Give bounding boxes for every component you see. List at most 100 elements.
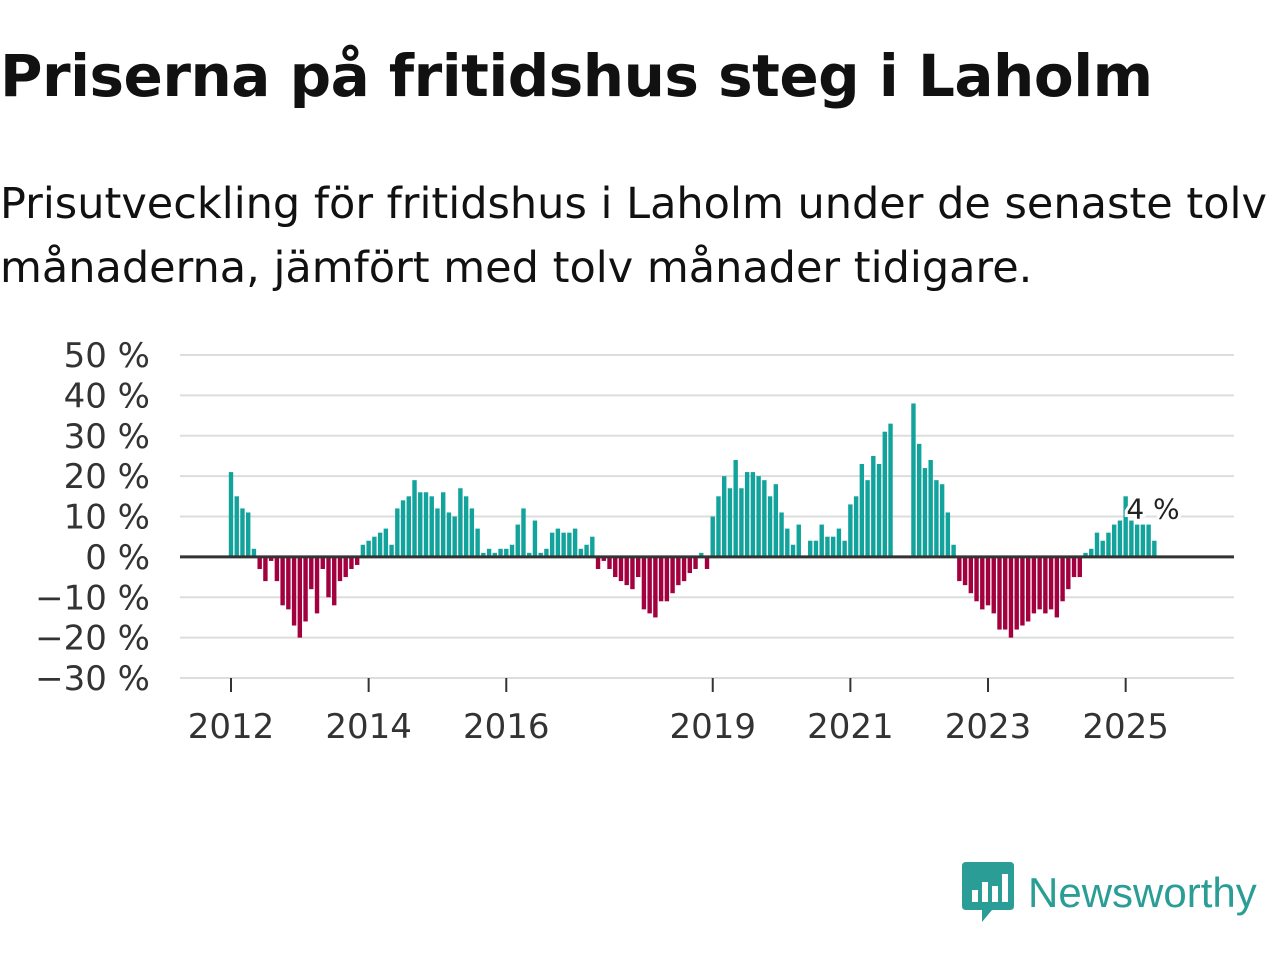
bar xyxy=(1134,524,1140,557)
bar xyxy=(681,556,687,582)
bar xyxy=(372,536,377,557)
bar xyxy=(475,528,480,557)
y-tick-label: 30 % xyxy=(64,417,150,457)
annotation: 4 % xyxy=(1123,490,1182,529)
bar xyxy=(469,508,475,557)
bar xyxy=(922,468,928,557)
gridlines xyxy=(180,354,1234,679)
bar xyxy=(882,431,887,557)
bar xyxy=(928,459,933,557)
bar xyxy=(670,556,675,594)
bar xyxy=(1089,548,1094,557)
bar xyxy=(418,492,423,557)
bar xyxy=(412,480,417,557)
bar xyxy=(710,516,715,557)
bar xyxy=(314,556,320,614)
bar xyxy=(693,556,698,569)
bar xyxy=(871,455,876,557)
chart-title: Priserna på fritidshus steg i Laholm xyxy=(0,42,1153,110)
bar xyxy=(848,504,853,557)
bar xyxy=(722,476,727,557)
y-tick-label: −20 % xyxy=(35,619,150,659)
bar xyxy=(744,472,750,557)
bar xyxy=(572,528,578,557)
bar xyxy=(280,556,285,606)
bar xyxy=(1003,556,1008,630)
y-tick-label: −10 % xyxy=(35,578,150,618)
bar xyxy=(750,472,756,557)
annotation-label: 4 % xyxy=(1126,493,1179,526)
bar xyxy=(819,524,824,557)
bar xyxy=(980,556,985,610)
bar xyxy=(423,492,429,557)
bar xyxy=(246,512,251,557)
bar xyxy=(1008,556,1014,638)
bar xyxy=(452,516,457,557)
bar xyxy=(825,536,830,557)
bar xyxy=(544,548,549,557)
bar xyxy=(1071,556,1077,578)
bar xyxy=(234,496,239,557)
newsworthy-logo-icon xyxy=(962,862,1014,922)
y-tick-label: 20 % xyxy=(64,457,150,497)
bar xyxy=(584,544,589,557)
bar xyxy=(1146,524,1151,557)
bar xyxy=(785,528,790,557)
bar xyxy=(395,508,400,557)
x-tick-label: 2019 xyxy=(669,707,756,747)
bars xyxy=(228,403,1157,638)
x-tick-label: 2021 xyxy=(807,707,894,747)
bar xyxy=(532,520,538,557)
bar xyxy=(1031,556,1037,614)
bar xyxy=(911,403,916,557)
bar xyxy=(268,556,274,561)
bar xyxy=(767,496,773,557)
bar xyxy=(664,556,670,602)
bar xyxy=(303,556,308,622)
bar xyxy=(997,556,1002,630)
bar xyxy=(1077,556,1082,578)
y-tick-label: 40 % xyxy=(64,376,150,416)
bar xyxy=(446,512,452,557)
bar xyxy=(286,556,291,610)
bar xyxy=(435,508,440,557)
bar xyxy=(676,556,681,586)
bar xyxy=(377,532,383,557)
bar xyxy=(257,556,262,569)
bar xyxy=(389,544,394,557)
bar xyxy=(613,556,618,578)
x-tick-label: 2012 xyxy=(188,707,275,747)
bar xyxy=(974,556,979,602)
bar xyxy=(567,532,572,557)
bar xyxy=(360,544,366,557)
bar xyxy=(1054,556,1060,618)
bar xyxy=(779,512,784,557)
bar xyxy=(309,556,314,590)
bar xyxy=(985,556,991,606)
x-axis: 2012 2014 2016 2019 2021 2023 2025 xyxy=(188,678,1169,747)
bar xyxy=(727,488,733,557)
bar xyxy=(1060,556,1065,602)
chart-subtitle: Prisutveckling för fritidshus i Laholm u… xyxy=(0,179,1267,293)
bar xyxy=(549,532,555,557)
bar xyxy=(601,556,606,561)
brand-logo: Newsworthy xyxy=(962,862,1257,924)
bar xyxy=(991,556,996,614)
bar xyxy=(492,552,498,557)
bar xyxy=(498,548,503,557)
bar xyxy=(813,540,819,557)
bar xyxy=(756,476,761,557)
bar xyxy=(578,548,584,557)
x-tick-label: 2016 xyxy=(463,707,550,747)
bar xyxy=(1037,556,1042,610)
bar xyxy=(790,544,796,557)
bar xyxy=(332,556,337,606)
bar xyxy=(555,528,561,557)
bar xyxy=(1152,540,1157,557)
bar xyxy=(773,484,779,557)
bar xyxy=(733,459,738,557)
bar xyxy=(968,556,974,594)
bar xyxy=(274,556,280,582)
bar xyxy=(658,556,664,602)
